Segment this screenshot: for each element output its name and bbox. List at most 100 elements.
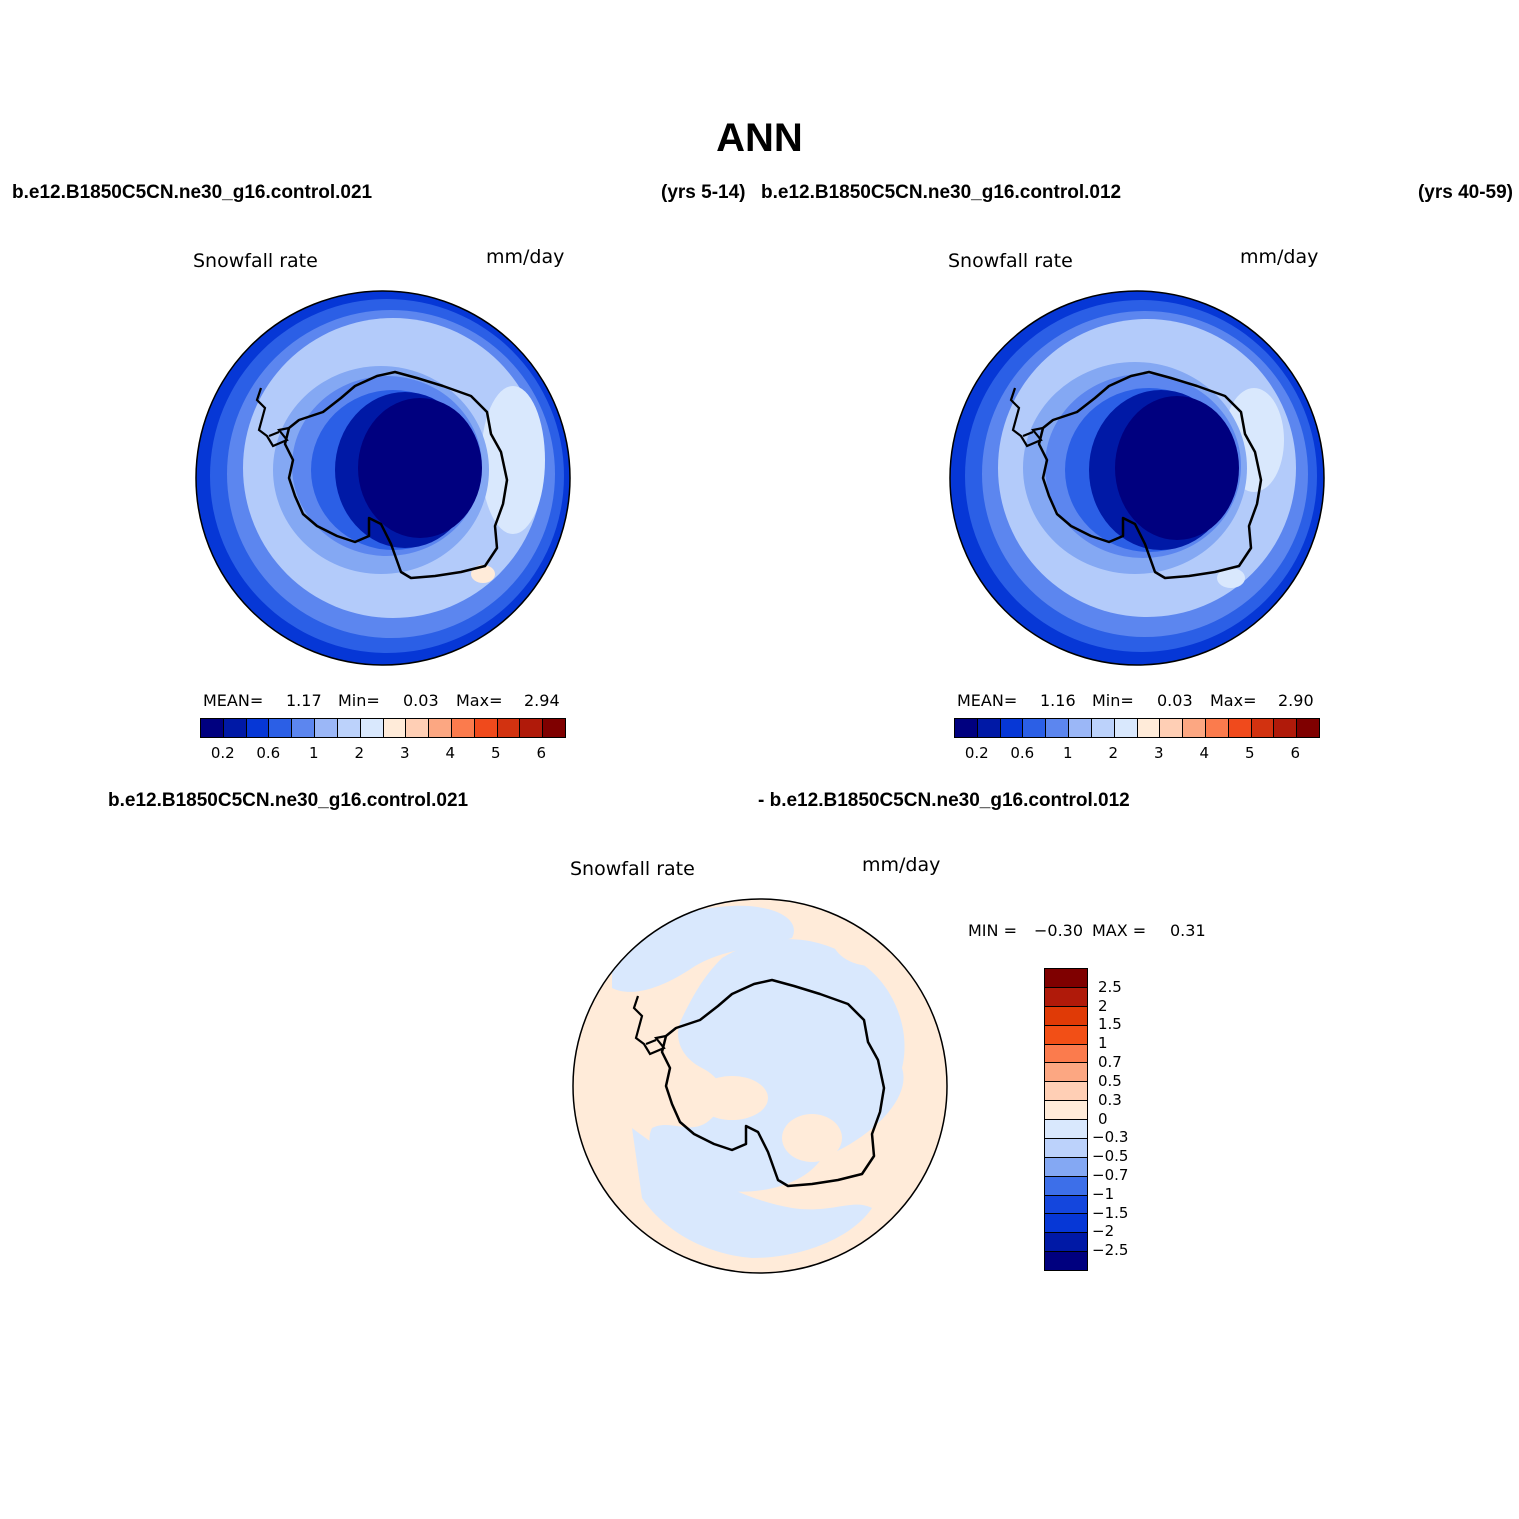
- panel2-peninsula: [1009, 387, 1044, 448]
- panel3-peach-patch-1: [696, 1076, 768, 1120]
- panel3-rim: [572, 898, 948, 1274]
- panel3-colorbar-tick-13: −2: [1092, 1222, 1115, 1241]
- panel3-colorbar-tick-14: −2.5: [1092, 1241, 1129, 1260]
- panel3-colorbar-swatch-15: [1045, 1252, 1087, 1270]
- panel2-colorbar-labels: 0.2 0.6 1 2 3 4 5 6: [954, 744, 1318, 764]
- panel3-colorbar-swatch-9: [1045, 1138, 1087, 1158]
- panel2-min-label: Min=: [1092, 691, 1134, 710]
- panel1-colorbar-swatch-5: [315, 719, 338, 737]
- panel1-colorbar-labels: 0.2 0.6 1 2 3 4 5 6: [200, 744, 564, 764]
- panel2-colorbar-swatch-6: [1091, 719, 1115, 737]
- panel3-colorbar-labels: 2.5 2 1.5 1 0.7 0.5 0.3 0 −0.3 −0.5 −0.7 −1 −1.5 −2 −2…: [1092, 968, 1152, 1269]
- panel3-colorbar-swatch-12: [1045, 1195, 1087, 1215]
- diff-case2-label: - b.e12.B1850C5CN.ne30_g16.control.012: [758, 790, 1130, 811]
- panel2-colorbar-swatch-9: [1160, 719, 1184, 737]
- panel2-coastline: [1037, 370, 1263, 580]
- panel1-colorbar-tick-1: 0.6: [256, 744, 281, 762]
- panel2-colorbar-tick-2: 1: [1062, 744, 1073, 762]
- panel3-colorbar-swatch-3: [1045, 1025, 1087, 1045]
- panel3-colorbar-tick-6: 0.3: [1098, 1090, 1122, 1109]
- panel3-colorbar-swatch-11: [1045, 1176, 1087, 1196]
- panel3-colorbar-tick-9: −0.5: [1092, 1147, 1129, 1166]
- panel1-colorbar-swatch-14: [520, 719, 544, 737]
- panel2-pale-patch-2: [1217, 568, 1245, 588]
- panel1-colorbar-swatch-2: [246, 719, 270, 737]
- panel3-colorbar-swatch-5: [1045, 1063, 1087, 1083]
- panel3-max-value: 0.31: [1170, 921, 1206, 940]
- panel2-colorbar-tick-6: 5: [1244, 744, 1255, 762]
- panel2-colorbar: [954, 718, 1320, 738]
- panel3-colorbar-tick-2: 1.5: [1098, 1015, 1122, 1034]
- panel2-colorbar-swatch-13: [1251, 719, 1275, 737]
- panel2-colorbar-swatch-0: [955, 719, 978, 737]
- panel3-colorbar-tick-4: 0.7: [1098, 1053, 1122, 1072]
- panel3-colorbar-tick-10: −0.7: [1092, 1165, 1129, 1184]
- panel1-colorbar-tick-0: 0.2: [210, 744, 235, 762]
- panel2-colorbar-swatch-2: [1000, 719, 1024, 737]
- panel1-colorbar-swatch-15: [543, 719, 565, 737]
- panel3-colorbar-swatch-14: [1045, 1233, 1087, 1253]
- case2-label: b.e12.B1850C5CN.ne30_g16.control.012: [761, 182, 1122, 203]
- panel2-core: [1115, 396, 1239, 540]
- panel1-peach-patch: [471, 565, 495, 583]
- panel3-colorbar-tick-11: −1: [1092, 1184, 1115, 1203]
- panel1-colorbar-tick-6: 5: [490, 744, 501, 762]
- panel1-colorbar-tick-7: 6: [536, 744, 547, 762]
- panel3-colorbar-tick-7: 0: [1098, 1109, 1108, 1128]
- panel2-colorbar-swatch-12: [1228, 719, 1252, 737]
- panel3-colorbar: [1044, 968, 1088, 1271]
- panel2-max-label: Max=: [1210, 691, 1257, 710]
- panel3-map: [572, 898, 948, 1274]
- panel1-map: [195, 290, 571, 666]
- panel2-colorbar-swatch-14: [1274, 719, 1298, 737]
- panel3-colorbar-tick-3: 1: [1098, 1034, 1108, 1053]
- panel2-map: [949, 290, 1325, 666]
- panel3-peninsula: [632, 995, 667, 1056]
- panel1-colorbar-tick-2: 1: [308, 744, 319, 762]
- panel3-colorbar-swatch-10: [1045, 1157, 1087, 1177]
- panel2-colorbar-tick-0: 0.2: [964, 744, 989, 762]
- panel1-core: [358, 398, 482, 538]
- panel2-colorbar-tick-7: 6: [1290, 744, 1301, 762]
- case1-label: b.e12.B1850C5CN.ne30_g16.control.021: [12, 182, 373, 203]
- panel1-colorbar-swatch-10: [429, 719, 452, 737]
- panel1-max-label: Max=: [456, 691, 503, 710]
- panel1-mean-value: 1.17: [286, 691, 322, 710]
- panel1-colorbar-swatch-1: [223, 719, 247, 737]
- panel3-min-value: −0.30: [1034, 921, 1084, 940]
- panel2-variable: Snowfall rate: [948, 250, 1073, 272]
- panel2-colorbar-tick-4: 3: [1153, 744, 1164, 762]
- panel3-colorbar-tick-12: −1.5: [1092, 1203, 1129, 1222]
- panel1-mean-label: MEAN=: [203, 691, 264, 710]
- panel2-colorbar-tick-5: 4: [1199, 744, 1210, 762]
- panel1-colorbar-swatch-8: [383, 719, 407, 737]
- panel3-colorbar-swatch-13: [1045, 1214, 1087, 1234]
- panel1-colorbar-swatch-13: [497, 719, 521, 737]
- panel1-variable: Snowfall rate: [193, 250, 318, 272]
- panel2-max-value: 2.90: [1278, 691, 1314, 710]
- panel3-blue-region-3: [632, 1128, 872, 1258]
- panel2-rim: [949, 290, 1325, 666]
- panel1-max-value: 2.94: [524, 691, 560, 710]
- panel2-colorbar-swatch-10: [1183, 719, 1206, 737]
- panel2-units: mm/day: [1240, 246, 1319, 268]
- panel3-peach-patch-2: [782, 1114, 842, 1162]
- panel1-units: mm/day: [486, 246, 565, 268]
- diff-case1-label: b.e12.B1850C5CN.ne30_g16.control.021: [108, 790, 469, 811]
- panel3-colorbar-swatch-4: [1045, 1044, 1087, 1064]
- panel2-min-value: 0.03: [1157, 691, 1193, 710]
- panel2-colorbar-swatch-11: [1205, 719, 1229, 737]
- panel1-colorbar-swatch-9: [406, 719, 430, 737]
- panel1-colorbar: [200, 718, 566, 738]
- panel1-colorbar-tick-4: 3: [399, 744, 410, 762]
- panel3-colorbar-tick-1: 2: [1098, 996, 1108, 1015]
- panel2-colorbar-swatch-3: [1023, 719, 1047, 737]
- panel1-colorbar-swatch-3: [269, 719, 293, 737]
- panel2-colorbar-tick-1: 0.6: [1010, 744, 1035, 762]
- years2-label: (yrs 40-59): [1417, 182, 1513, 203]
- panel1-coastline: [283, 370, 509, 580]
- panel1-pale-patch: [481, 386, 545, 534]
- panel1-colorbar-swatch-6: [337, 719, 361, 737]
- panel3-colorbar-swatch-8: [1045, 1120, 1087, 1139]
- panel2-colorbar-swatch-1: [977, 719, 1001, 737]
